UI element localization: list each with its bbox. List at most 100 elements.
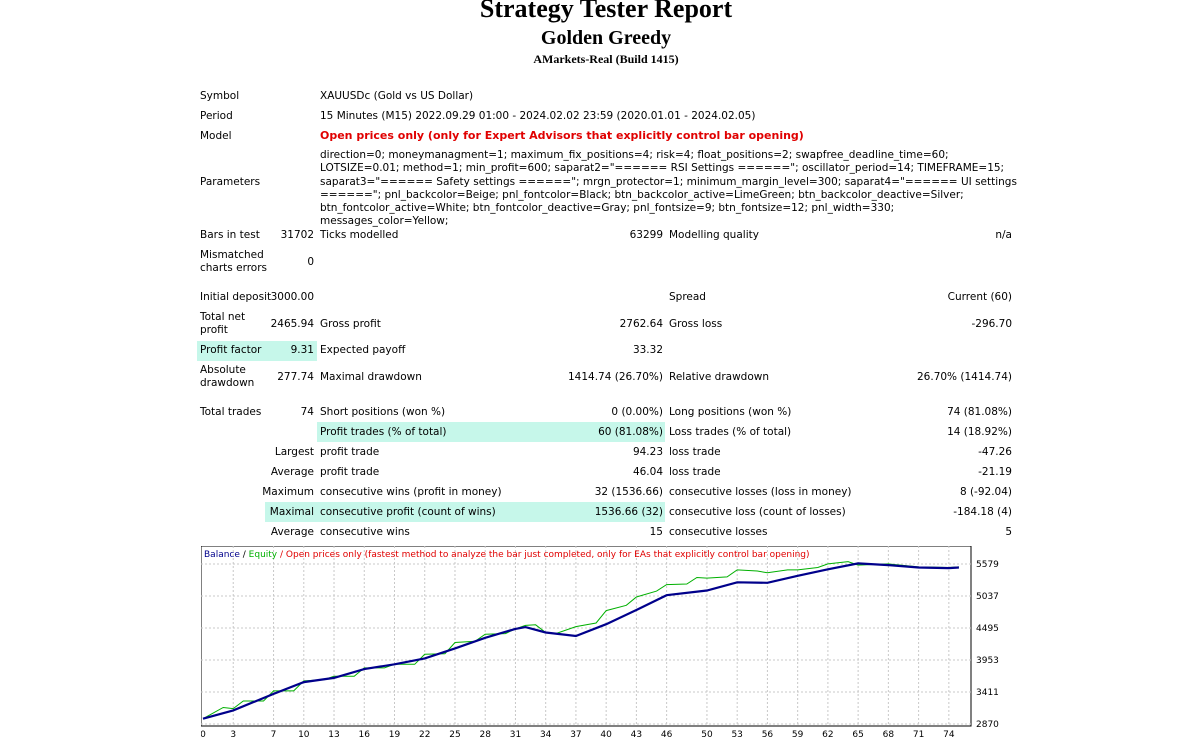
x-tick-label: 19: [389, 730, 401, 740]
largest-profit-value: 94.23: [632, 446, 663, 458]
x-tick-label: 59: [792, 730, 804, 740]
largest-label: Largest: [274, 446, 314, 458]
maximal-profit-value: 1536.66 (32): [594, 506, 663, 518]
spread-label: Spread: [669, 291, 706, 303]
bars-label: Bars in test: [200, 229, 260, 241]
x-tick-label: 7: [271, 730, 277, 740]
maximal-profit-highlight: [265, 502, 665, 522]
mismatch-label-1: Mismatched: [200, 249, 264, 261]
chart-grid: [201, 546, 971, 726]
balance-line: [202, 562, 959, 720]
x-tick-label: 37: [570, 730, 581, 740]
average-loss-value: -21.19: [978, 466, 1012, 478]
max-wins-value: 32 (1536.66): [594, 486, 663, 498]
x-tick-label: 13: [328, 730, 339, 740]
x-tick-label: 71: [913, 730, 924, 740]
netprofit-label-1: Total net: [200, 311, 246, 323]
grossloss-label: Gross loss: [669, 318, 723, 330]
y-tick-label: 5579: [976, 560, 999, 570]
maximum-label: Maximum: [262, 486, 314, 498]
average-label: Average: [270, 466, 314, 478]
maxdd-label: Maximal drawdown: [320, 371, 422, 383]
avg-losses-label: consecutive losses: [669, 526, 768, 538]
legend-balance: Balance: [204, 550, 240, 560]
maxdd-value: 1414.74 (26.70%): [568, 371, 663, 383]
legend-equity: Equity: [249, 550, 278, 560]
chart-plot-area: [201, 546, 972, 727]
y-tick-label: 4495: [976, 624, 999, 634]
quality-value: n/a: [995, 229, 1012, 241]
y-tick-label: 2870: [976, 720, 999, 730]
bars-value: 31702: [280, 229, 314, 241]
short-label: Short positions (won %): [320, 406, 446, 418]
legend-separator: /: [240, 550, 249, 560]
average-loss-label: loss trade: [669, 466, 721, 478]
largest-loss-value: -47.26: [978, 446, 1012, 458]
parameters-value: direction=0; moneymanagment=1; maximum_f…: [320, 149, 1017, 228]
profit-factor-value: 9.31: [290, 344, 314, 356]
average-profit-value: 46.04: [632, 466, 663, 478]
server-build: AMarkets-Real (Build 1415): [533, 52, 679, 66]
y-tick-label: 3953: [976, 656, 999, 666]
maximal-label: Maximal: [269, 506, 314, 518]
payoff-value: 33.32: [632, 344, 663, 356]
avg-losses-value: 5: [1005, 526, 1012, 538]
x-tick-label: 40: [600, 730, 612, 740]
chart-series: [202, 561, 959, 720]
x-tick-label: 3: [230, 730, 236, 740]
x-tick-label: 74: [943, 730, 955, 740]
spread-value: Current (60): [947, 291, 1012, 303]
x-axis-ticks: 0 3 7 10 13 16 19 22 25 28 31 34 37 40 43 46 50 53 56 59 62 6…: [201, 730, 955, 740]
symbol-value: XAUUSDc (Gold vs US Dollar): [320, 90, 474, 102]
maximal-loss-label: consecutive loss (count of losses): [669, 506, 846, 518]
x-tick-label: 16: [359, 730, 371, 740]
short-value: 0 (0.00%): [611, 406, 663, 418]
y-axis-ticks: 5579 5037 4495 3953 3411 2870: [976, 560, 999, 730]
long-value: 74 (81.08%): [947, 406, 1012, 418]
profit-trades-highlight: [317, 422, 665, 442]
avg-wins-label: consecutive wins: [320, 526, 410, 538]
x-tick-label: 28: [479, 730, 491, 740]
mismatch-label-2: charts errors: [200, 262, 267, 274]
max-losses-label: consecutive losses (loss in money): [669, 486, 852, 498]
period-value: 15 Minutes (M15) 2022.09.29 01:00 - 2024…: [320, 110, 756, 122]
x-tick-label: 22: [419, 730, 430, 740]
expert-name: Golden Greedy: [540, 27, 672, 49]
avg-wins-value: 15: [649, 526, 663, 538]
model-value: Open prices only (only for Expert Adviso…: [320, 129, 804, 142]
largest-loss-label: loss trade: [669, 446, 721, 458]
x-tick-label: 43: [631, 730, 642, 740]
average2-label: Average: [270, 526, 314, 538]
x-tick-label: 50: [701, 730, 713, 740]
x-tick-label: 68: [883, 730, 895, 740]
balance-equity-chart: 0 3 7 10 13 16 19 22 25 28 31 34 37 40 43 46 50 53 56 59 62 6…: [201, 546, 999, 740]
x-tick-label: 53: [731, 730, 742, 740]
x-tick-label: 34: [540, 730, 552, 740]
model-label: Model: [200, 130, 232, 142]
profit-trades-label: Profit trades (% of total): [320, 426, 447, 438]
deposit-label: Initial deposit: [200, 291, 272, 303]
x-tick-label: 25: [449, 730, 460, 740]
ticks-label: Ticks modelled: [320, 229, 399, 241]
loss-trades-value: 14 (18.92%): [947, 426, 1012, 438]
netprofit-value: 2465.94: [270, 318, 314, 330]
max-wins-label: consecutive wins (profit in money): [320, 486, 502, 498]
y-tick-label: 3411: [976, 688, 999, 698]
x-tick-label: 0: [201, 730, 206, 740]
profit-trades-value: 60 (81.08%): [598, 426, 663, 438]
x-tick-label: 62: [822, 730, 833, 740]
maximal-loss-value: -184.18 (4): [953, 506, 1012, 518]
x-tick-label: 46: [661, 730, 673, 740]
max-losses-value: 8 (-92.04): [959, 486, 1012, 498]
grossloss-value: -296.70: [971, 318, 1012, 330]
period-label: Period: [200, 110, 233, 122]
long-label: Long positions (won %): [669, 406, 792, 418]
largest-profit-label: profit trade: [320, 446, 380, 458]
parameters-label: Parameters: [200, 176, 261, 188]
y-tick-label: 5037: [976, 592, 999, 602]
symbol-label: Symbol: [200, 90, 240, 102]
legend-note: / Open prices only (fastest method to an…: [277, 550, 809, 560]
report-title: Strategy Tester Report: [479, 0, 733, 23]
x-tick-label: 65: [852, 730, 863, 740]
absdd-label-1: Absolute: [200, 364, 246, 376]
